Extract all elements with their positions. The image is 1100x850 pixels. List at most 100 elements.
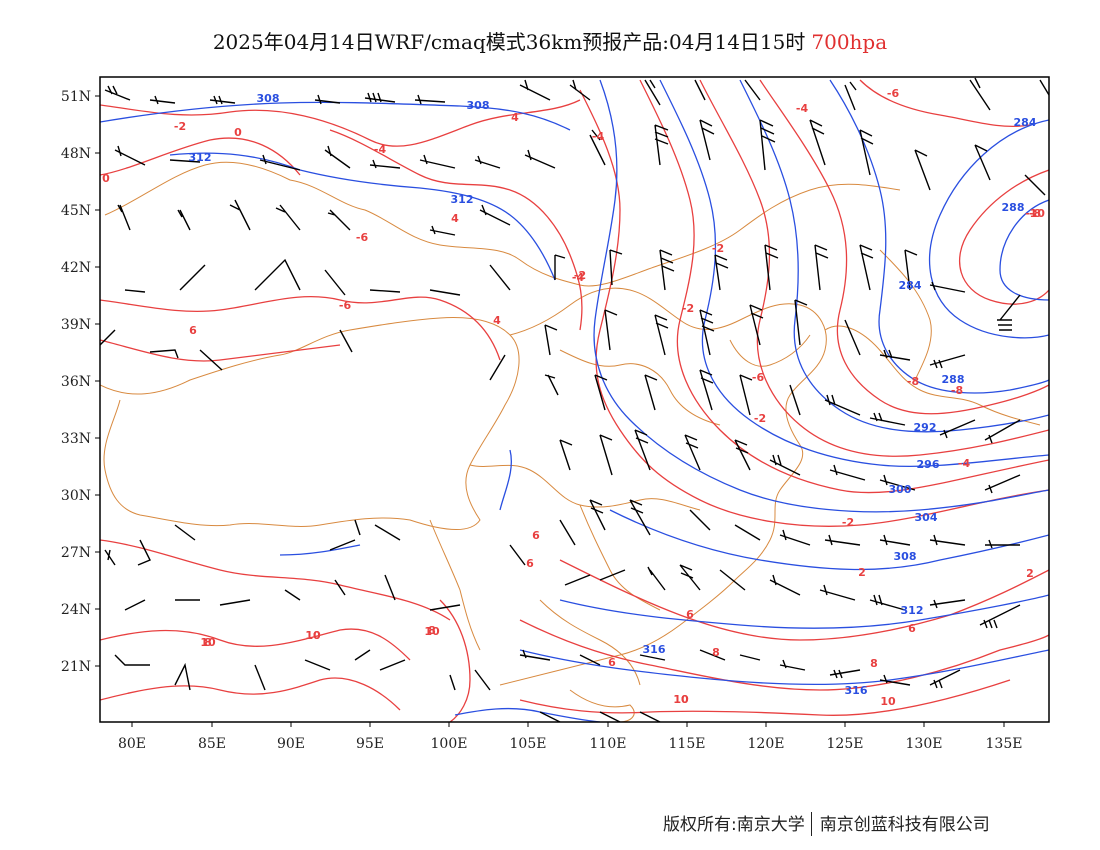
lat-label: 48N <box>61 146 91 162</box>
height-label: 304 <box>915 511 938 524</box>
pressure-level: 700hpa <box>811 30 888 54</box>
lon-label: 115E <box>669 736 706 752</box>
lon-label: 110E <box>590 736 627 752</box>
height-label: 284 <box>899 279 922 292</box>
height-label: 316 <box>845 684 868 697</box>
temperature-label: -4 <box>572 271 585 284</box>
temperature-label: -4 <box>796 102 809 115</box>
height-label: 312 <box>189 151 212 164</box>
temperature-label: 6 <box>189 324 197 337</box>
lon-label: 95E <box>356 736 384 752</box>
temperature-label: -2 <box>682 302 694 315</box>
lon-label: 120E <box>748 736 785 752</box>
temperature-label: 10 <box>673 693 689 706</box>
temperature-label: 4 <box>493 314 501 327</box>
axis-ticks <box>95 95 1005 727</box>
temperature-label: 0 <box>234 126 242 139</box>
height-label: 300 <box>889 483 912 496</box>
boundary-lines <box>100 161 1041 722</box>
temperature-label: 6 <box>686 608 694 621</box>
temperature-label: -2 <box>574 269 586 282</box>
longitude-labels: 80E 85E 90E 95E 100E 105E 110E 115E 120E… <box>118 736 1023 752</box>
height-label: 312 <box>451 193 474 206</box>
map-title: 2025年04月14日WRF/cmaq模式36km预报产品:04月14日15时 7… <box>0 26 1100 55</box>
temperature-label: -8 <box>951 384 963 397</box>
temperature-label: 8 <box>204 636 212 649</box>
latitude-labels: 51N 48N 45N 42N 39N 36N 33N 30N 27N 24N … <box>61 89 91 675</box>
temperature-label: 10 <box>305 629 321 642</box>
temperature-label: 6 <box>908 622 916 635</box>
temperature-label: 4 <box>511 111 519 124</box>
temperature-label: 8 <box>712 646 720 659</box>
lon-label: 85E <box>198 736 226 752</box>
temperature-label: -2 <box>174 120 186 133</box>
footer: 版权所有:南京大学 南京创蓝科技有限公司 <box>663 810 990 836</box>
temperature-label: -6 <box>752 371 765 384</box>
height-label: 288 <box>942 373 965 386</box>
wind-barbs <box>100 77 1049 722</box>
lat-label: 21N <box>61 659 91 675</box>
height-label: 288 <box>1002 201 1025 214</box>
lon-label: 80E <box>118 736 146 752</box>
temperature-label: -6 <box>356 231 369 244</box>
temperature-label: 2 <box>1026 567 1034 580</box>
lon-label: 105E <box>510 736 547 752</box>
lon-label: 125E <box>827 736 864 752</box>
height-contours <box>100 79 1049 722</box>
title-text: 2025年04月14日WRF/cmaq模式36km预报产品:04月14日15时 <box>212 30 806 54</box>
copyright-text: 版权所有:南京大学 <box>663 815 805 835</box>
footer-divider <box>810 812 812 836</box>
temperature-label: 10 <box>305 629 321 642</box>
height-label: 308 <box>257 92 280 105</box>
lat-label: 33N <box>61 431 91 447</box>
temperature-label: 6 <box>532 529 540 542</box>
lat-label: 51N <box>61 89 91 105</box>
lon-label: 100E <box>431 736 468 752</box>
height-label: 312 <box>901 604 924 617</box>
temperature-label: 0 <box>102 172 110 185</box>
lat-label: 42N <box>61 260 91 276</box>
height-contour-labels: 308 308 312 312 284 288 284 288 292 296 … <box>189 92 1037 697</box>
temperature-label: -6 <box>887 87 900 100</box>
temperature-label: -4 <box>958 457 971 470</box>
height-label: 292 <box>914 421 937 434</box>
lon-label: 130E <box>906 736 943 752</box>
company-name: 南京创蓝科技有限公司 <box>819 815 990 835</box>
temperature-contours <box>100 79 1049 722</box>
lat-label: 45N <box>61 203 91 219</box>
temperature-label: 4 <box>451 212 459 225</box>
lat-label: 36N <box>61 374 91 390</box>
height-label: 296 <box>917 458 940 471</box>
temperature-label: 8 <box>870 657 878 670</box>
lat-label: 24N <box>61 602 91 618</box>
lat-label: 30N <box>61 488 91 504</box>
temperature-contour-labels: -2 0 0 -4 -4 -6 -8 -4 -4 -2 -2 -2 -6 -8 … <box>102 87 1045 708</box>
lon-label: 90E <box>277 736 305 752</box>
temperature-label: -4 <box>374 143 387 156</box>
temperature-label: 8 <box>428 624 436 637</box>
temperature-label: -4 <box>592 130 605 143</box>
temperature-label: 10 <box>200 636 216 649</box>
plot-frame <box>99 76 1050 723</box>
temperature-label: -2 <box>842 516 854 529</box>
temperature-label: 10 <box>424 625 440 638</box>
temperature-label: -10 <box>1025 207 1045 220</box>
temperature-label: 6 <box>608 656 616 669</box>
temperature-label: -6 <box>339 299 352 312</box>
height-label: 316 <box>643 643 666 656</box>
lat-label: 27N <box>61 545 91 561</box>
temperature-label: 2 <box>858 566 866 579</box>
height-label: 308 <box>894 550 917 563</box>
temperature-label: 6 <box>526 557 534 570</box>
temperature-label: -8 <box>1029 207 1041 220</box>
lon-label: 135E <box>986 736 1023 752</box>
temperature-label: -2 <box>712 242 724 255</box>
temperature-label: 10 <box>880 695 896 708</box>
temperature-label: -2 <box>754 412 766 425</box>
height-label: 284 <box>1014 116 1037 129</box>
temperature-label: -8 <box>907 375 919 388</box>
lat-label: 39N <box>61 317 91 333</box>
height-label: 308 <box>467 99 490 112</box>
temperature-label: 10 <box>673 693 689 706</box>
